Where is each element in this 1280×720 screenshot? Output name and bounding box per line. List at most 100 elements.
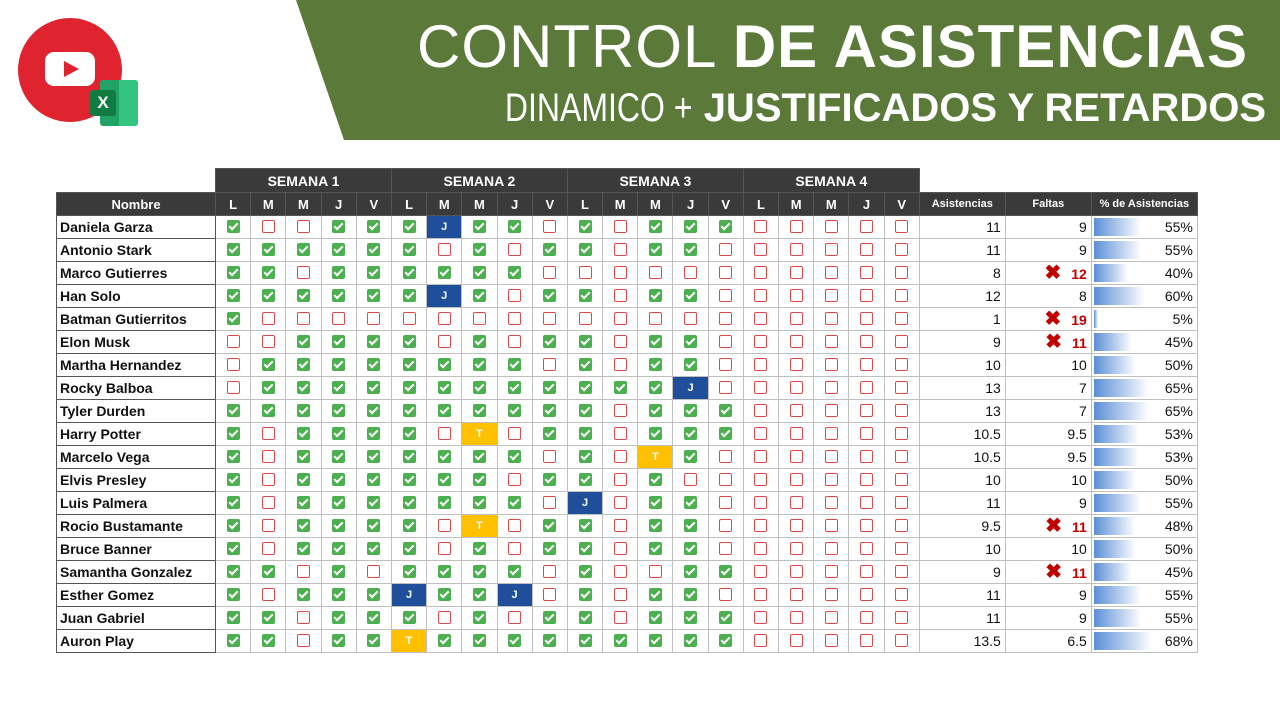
attendance-checkbox-checked[interactable] (578, 634, 592, 648)
attendance-checkbox-unchecked[interactable] (789, 496, 803, 510)
attendance-checkbox-checked[interactable] (367, 289, 381, 303)
attendance-checkbox-unchecked[interactable] (789, 542, 803, 556)
attendance-checkbox-checked[interactable] (296, 381, 310, 395)
attendance-checkbox-unchecked[interactable] (332, 312, 346, 326)
attendance-checkbox-checked[interactable] (472, 450, 486, 464)
attendance-checkbox-checked[interactable] (648, 588, 662, 602)
attendance-checkbox-checked[interactable] (226, 427, 240, 441)
attendance-checkbox-checked[interactable] (402, 381, 416, 395)
attendance-checkbox-unchecked[interactable] (754, 634, 768, 648)
attendance-checkbox-checked[interactable] (226, 312, 240, 326)
attendance-checkbox-unchecked[interactable] (613, 220, 627, 234)
attendance-checkbox-checked[interactable] (648, 358, 662, 372)
attendance-checkbox-unchecked[interactable] (437, 335, 451, 349)
attendance-checkbox-unchecked[interactable] (754, 358, 768, 372)
attendance-checkbox-checked[interactable] (648, 289, 662, 303)
attendance-checkbox-unchecked[interactable] (754, 404, 768, 418)
attendance-checkbox-checked[interactable] (332, 358, 346, 372)
attendance-checkbox-unchecked[interactable] (895, 496, 909, 510)
attendance-checkbox-checked[interactable] (684, 427, 698, 441)
attendance-checkbox-checked[interactable] (402, 519, 416, 533)
attendance-checkbox-checked[interactable] (508, 358, 522, 372)
attendance-checkbox-unchecked[interactable] (789, 243, 803, 257)
attendance-checkbox-checked[interactable] (332, 588, 346, 602)
late-mark[interactable]: T (637, 445, 674, 469)
attendance-checkbox-checked[interactable] (719, 634, 733, 648)
attendance-checkbox-checked[interactable] (472, 243, 486, 257)
attendance-checkbox-checked[interactable] (296, 243, 310, 257)
attendance-checkbox-unchecked[interactable] (895, 473, 909, 487)
attendance-checkbox-unchecked[interactable] (437, 312, 451, 326)
attendance-checkbox-unchecked[interactable] (789, 335, 803, 349)
attendance-checkbox-unchecked[interactable] (719, 289, 733, 303)
attendance-checkbox-checked[interactable] (472, 588, 486, 602)
attendance-checkbox-checked[interactable] (402, 496, 416, 510)
attendance-checkbox-checked[interactable] (437, 565, 451, 579)
attendance-checkbox-checked[interactable] (472, 381, 486, 395)
attendance-checkbox-unchecked[interactable] (754, 542, 768, 556)
attendance-checkbox-checked[interactable] (332, 634, 346, 648)
attendance-checkbox-checked[interactable] (578, 243, 592, 257)
attendance-checkbox-unchecked[interactable] (261, 312, 275, 326)
attendance-checkbox-checked[interactable] (543, 427, 557, 441)
attendance-checkbox-checked[interactable] (367, 404, 381, 418)
late-mark[interactable]: T (461, 514, 498, 538)
attendance-checkbox-checked[interactable] (648, 220, 662, 234)
attendance-checkbox-unchecked[interactable] (860, 611, 874, 625)
attendance-checkbox-unchecked[interactable] (261, 519, 275, 533)
attendance-checkbox-checked[interactable] (367, 335, 381, 349)
attendance-checkbox-unchecked[interactable] (860, 427, 874, 441)
attendance-checkbox-checked[interactable] (296, 404, 310, 418)
attendance-checkbox-unchecked[interactable] (789, 565, 803, 579)
attendance-checkbox-checked[interactable] (296, 519, 310, 533)
attendance-checkbox-unchecked[interactable] (508, 473, 522, 487)
attendance-checkbox-checked[interactable] (543, 611, 557, 625)
attendance-checkbox-unchecked[interactable] (648, 312, 662, 326)
attendance-checkbox-unchecked[interactable] (789, 634, 803, 648)
attendance-checkbox-checked[interactable] (261, 358, 275, 372)
attendance-checkbox-unchecked[interactable] (789, 404, 803, 418)
attendance-checkbox-checked[interactable] (684, 496, 698, 510)
attendance-checkbox-checked[interactable] (296, 542, 310, 556)
attendance-checkbox-unchecked[interactable] (543, 496, 557, 510)
attendance-checkbox-unchecked[interactable] (824, 565, 838, 579)
attendance-checkbox-checked[interactable] (402, 404, 416, 418)
attendance-checkbox-unchecked[interactable] (296, 266, 310, 280)
attendance-checkbox-checked[interactable] (508, 634, 522, 648)
attendance-checkbox-unchecked[interactable] (261, 496, 275, 510)
attendance-checkbox-checked[interactable] (578, 611, 592, 625)
attendance-checkbox-unchecked[interactable] (613, 496, 627, 510)
justified-mark[interactable]: J (426, 215, 463, 239)
attendance-checkbox-checked[interactable] (437, 588, 451, 602)
attendance-checkbox-checked[interactable] (648, 634, 662, 648)
attendance-checkbox-unchecked[interactable] (754, 266, 768, 280)
attendance-checkbox-unchecked[interactable] (543, 358, 557, 372)
attendance-checkbox-checked[interactable] (437, 473, 451, 487)
attendance-checkbox-unchecked[interactable] (789, 611, 803, 625)
attendance-checkbox-checked[interactable] (684, 404, 698, 418)
attendance-checkbox-unchecked[interactable] (719, 519, 733, 533)
attendance-checkbox-unchecked[interactable] (789, 266, 803, 280)
attendance-checkbox-unchecked[interactable] (261, 450, 275, 464)
attendance-checkbox-unchecked[interactable] (895, 519, 909, 533)
attendance-checkbox-checked[interactable] (367, 542, 381, 556)
attendance-checkbox-unchecked[interactable] (860, 289, 874, 303)
attendance-checkbox-unchecked[interactable] (754, 519, 768, 533)
attendance-checkbox-checked[interactable] (402, 220, 416, 234)
attendance-checkbox-checked[interactable] (332, 450, 346, 464)
attendance-checkbox-checked[interactable] (226, 404, 240, 418)
attendance-checkbox-unchecked[interactable] (824, 450, 838, 464)
attendance-checkbox-checked[interactable] (578, 381, 592, 395)
attendance-checkbox-unchecked[interactable] (437, 542, 451, 556)
attendance-checkbox-unchecked[interactable] (613, 427, 627, 441)
attendance-checkbox-unchecked[interactable] (824, 220, 838, 234)
attendance-checkbox-unchecked[interactable] (895, 450, 909, 464)
attendance-checkbox-unchecked[interactable] (684, 312, 698, 326)
attendance-checkbox-unchecked[interactable] (613, 588, 627, 602)
attendance-checkbox-unchecked[interactable] (860, 542, 874, 556)
attendance-checkbox-checked[interactable] (226, 450, 240, 464)
attendance-checkbox-checked[interactable] (402, 427, 416, 441)
attendance-checkbox-unchecked[interactable] (789, 473, 803, 487)
attendance-checkbox-unchecked[interactable] (296, 220, 310, 234)
attendance-checkbox-unchecked[interactable] (578, 266, 592, 280)
